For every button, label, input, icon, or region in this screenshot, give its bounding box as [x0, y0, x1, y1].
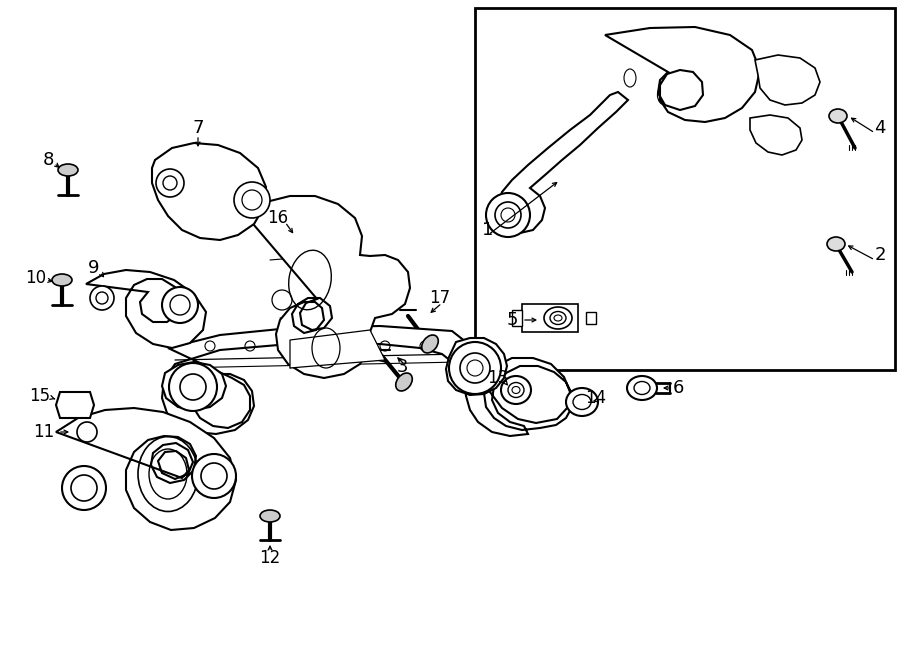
Text: 12: 12 — [259, 549, 281, 567]
Ellipse shape — [544, 307, 572, 329]
Circle shape — [62, 466, 106, 510]
Circle shape — [90, 286, 114, 310]
Text: 10: 10 — [25, 269, 47, 287]
Circle shape — [234, 182, 270, 218]
Text: 16: 16 — [267, 209, 289, 227]
Ellipse shape — [58, 164, 78, 176]
Ellipse shape — [829, 109, 847, 123]
Text: 9: 9 — [88, 259, 100, 277]
Ellipse shape — [827, 237, 845, 251]
Circle shape — [169, 363, 217, 411]
Polygon shape — [162, 362, 226, 410]
Text: 7: 7 — [193, 119, 203, 137]
Text: 1: 1 — [482, 221, 494, 239]
Text: 6: 6 — [672, 379, 684, 397]
Polygon shape — [750, 115, 802, 155]
Text: 13: 13 — [488, 369, 508, 387]
Circle shape — [449, 342, 501, 394]
Polygon shape — [605, 27, 760, 122]
Polygon shape — [152, 143, 266, 240]
Ellipse shape — [627, 376, 657, 400]
Ellipse shape — [501, 376, 531, 404]
Polygon shape — [446, 338, 507, 395]
Bar — [475, 8, 895, 370]
Text: 17: 17 — [429, 289, 451, 307]
Polygon shape — [522, 304, 578, 332]
Text: 8: 8 — [42, 151, 54, 169]
Circle shape — [192, 454, 236, 498]
Polygon shape — [498, 92, 628, 233]
Polygon shape — [755, 55, 820, 105]
Circle shape — [486, 193, 530, 237]
Ellipse shape — [422, 335, 438, 353]
Circle shape — [156, 169, 184, 197]
Polygon shape — [56, 392, 94, 418]
Text: 4: 4 — [874, 119, 886, 137]
Text: 11: 11 — [33, 423, 55, 441]
Text: 5: 5 — [506, 311, 518, 329]
Polygon shape — [512, 310, 522, 326]
Polygon shape — [290, 330, 385, 368]
Text: 2: 2 — [874, 246, 886, 264]
Polygon shape — [586, 312, 596, 324]
Polygon shape — [86, 270, 206, 348]
Polygon shape — [248, 196, 410, 378]
Ellipse shape — [52, 274, 72, 286]
Text: 3: 3 — [396, 358, 408, 376]
Ellipse shape — [396, 373, 412, 391]
Ellipse shape — [566, 388, 598, 416]
Circle shape — [77, 422, 97, 442]
Ellipse shape — [260, 510, 280, 522]
Polygon shape — [162, 326, 572, 436]
Polygon shape — [56, 408, 236, 530]
Text: 14: 14 — [585, 389, 607, 407]
Circle shape — [162, 287, 198, 323]
Text: 15: 15 — [30, 387, 50, 405]
